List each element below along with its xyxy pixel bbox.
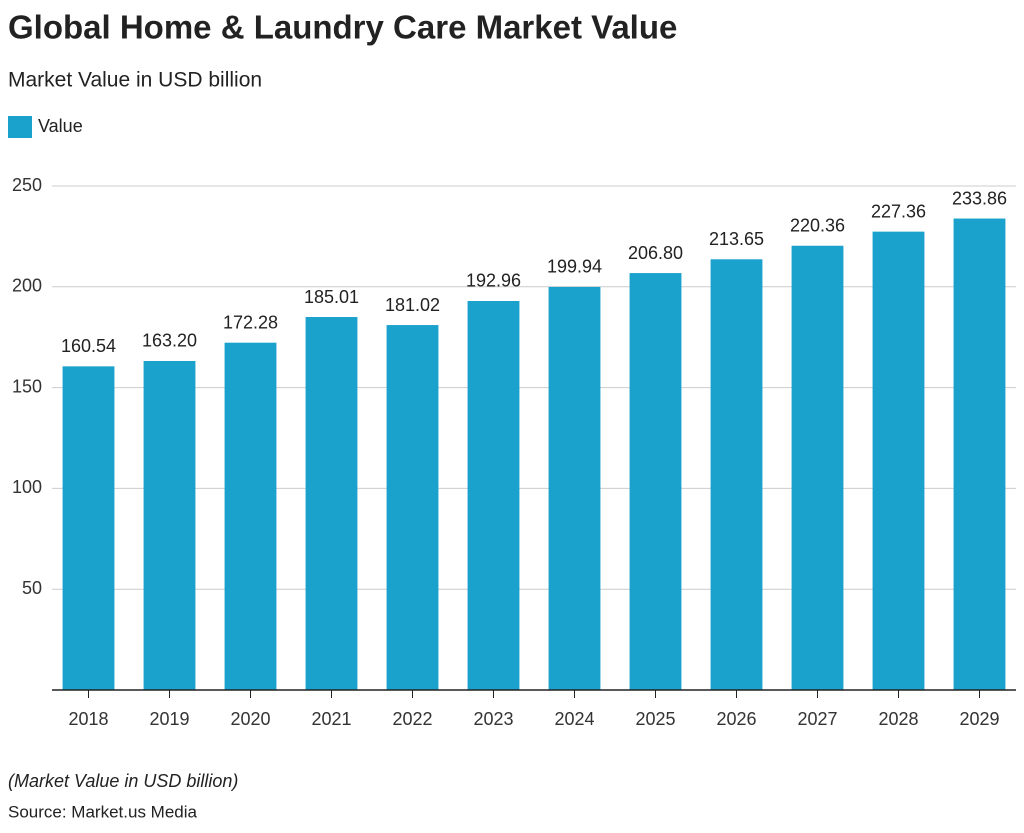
x-tick-label: 2025 [635, 709, 675, 729]
source: Source: Market.us Media [8, 802, 198, 821]
bar [953, 218, 1006, 690]
value-label: 213.65 [709, 229, 764, 249]
bar [386, 325, 439, 690]
bar [629, 273, 682, 690]
y-tick-label: 200 [12, 276, 42, 296]
y-tick-label: 100 [12, 477, 42, 497]
x-tick-label: 2018 [68, 709, 108, 729]
value-label: 181.02 [385, 295, 440, 315]
bar [467, 300, 520, 690]
value-label: 199.94 [547, 257, 602, 277]
y-tick-label: 250 [12, 175, 42, 195]
x-tick-label: 2019 [149, 709, 189, 729]
value-label: 220.36 [790, 216, 845, 236]
bar [791, 245, 844, 690]
chart-title: Global Home & Laundry Care Market Value [8, 9, 677, 46]
value-label: 227.36 [871, 201, 926, 221]
bar [872, 231, 925, 690]
value-label: 185.01 [304, 287, 359, 307]
x-tick-label: 2028 [878, 709, 918, 729]
y-tick-label: 150 [12, 376, 42, 396]
value-label: 206.80 [628, 243, 683, 263]
bar [548, 286, 601, 690]
value-label: 160.54 [61, 336, 116, 356]
bar [143, 360, 196, 690]
x-tick-label: 2029 [959, 709, 999, 729]
bar [305, 317, 358, 690]
value-label: 163.20 [142, 331, 197, 351]
bar [224, 342, 277, 690]
footnote: (Market Value in USD billion) [8, 771, 238, 791]
x-tick-label: 2020 [230, 709, 270, 729]
chart-subtitle: Market Value in USD billion [8, 69, 262, 92]
value-label: 233.86 [952, 188, 1007, 208]
x-tick-label: 2024 [554, 709, 594, 729]
value-label: 192.96 [466, 271, 521, 291]
bar [710, 259, 763, 690]
x-tick-label: 2021 [311, 709, 351, 729]
value-label: 172.28 [223, 312, 278, 332]
x-tick-label: 2022 [392, 709, 432, 729]
x-tick-label: 2026 [716, 709, 756, 729]
x-tick-label: 2023 [473, 709, 513, 729]
y-tick-label: 50 [22, 578, 42, 598]
legend-label: Value [38, 116, 83, 136]
bar [62, 366, 115, 690]
x-tick-label: 2027 [797, 709, 837, 729]
legend-swatch [8, 116, 32, 138]
